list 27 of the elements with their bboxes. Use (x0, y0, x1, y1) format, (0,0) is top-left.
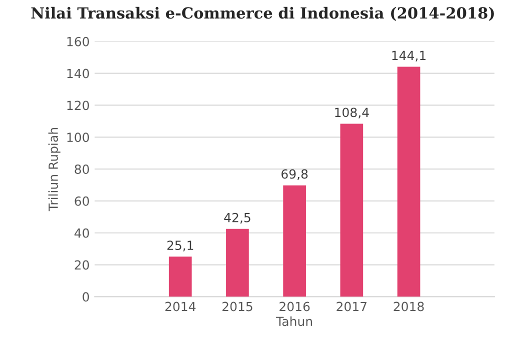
bar (283, 185, 306, 297)
x-axis-title: Tahun (276, 316, 312, 326)
y-tick-label: 140 (67, 68, 89, 78)
chart-title: Nilai Transaksi e-Commerce di Indonesia (2014-2018) (31, 6, 494, 21)
x-tick-label: 2018 (394, 302, 424, 312)
data-label: 108,4 (335, 108, 369, 118)
x-tick-label: 2015 (222, 302, 252, 312)
x-tick-label: 2016 (280, 302, 310, 312)
y-axis-title: Triliun Rupiah (48, 128, 60, 212)
y-tick-label: 100 (67, 132, 89, 142)
bar (340, 124, 364, 297)
y-tick-label: 0 (82, 292, 89, 302)
x-tick-label: 2017 (336, 302, 367, 312)
data-label: 25,1 (167, 240, 194, 252)
bar (168, 256, 192, 297)
y-tick-label: 40 (74, 228, 89, 238)
y-tick-label: 160 (67, 36, 89, 46)
y-tick-label: 80 (74, 164, 89, 174)
data-label: 69,8 (282, 169, 308, 180)
bar (397, 66, 420, 297)
x-tick-label: 2014 (165, 302, 196, 312)
y-tick-label: 60 (74, 196, 89, 206)
y-tick-label: 120 (67, 100, 89, 110)
y-tick-label: 20 (74, 260, 89, 270)
data-label: 42,5 (224, 212, 250, 224)
bar (226, 228, 249, 297)
data-label: 144,1 (392, 50, 426, 62)
